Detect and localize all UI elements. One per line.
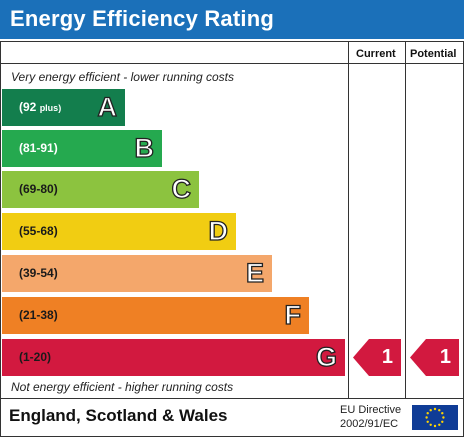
band-d: (55-68) D xyxy=(2,213,236,250)
band-b-letter: B xyxy=(134,132,155,163)
band-g-letter: G xyxy=(315,341,337,372)
potential-rating-value: 1 xyxy=(439,346,451,368)
band-g-range: (1-20) xyxy=(19,350,52,364)
header-bar: Energy Efficiency Rating xyxy=(0,0,464,39)
band-e-range: (39-54) xyxy=(19,266,58,280)
page-title: Energy Efficiency Rating xyxy=(10,6,274,31)
band-a-range: (92 plus) xyxy=(19,100,62,114)
band-c: (69-80) C xyxy=(2,171,199,208)
band-f: (21-38) F xyxy=(2,297,309,334)
band-c-range: (69-80) xyxy=(19,182,58,196)
band-e-letter: E xyxy=(245,257,264,288)
current-rating-value: 1 xyxy=(381,346,393,368)
band-d-letter: D xyxy=(208,215,229,246)
potential-column-header: Potential xyxy=(410,48,457,60)
band-e: (39-54) E xyxy=(2,255,272,292)
band-a-letter: A xyxy=(97,91,118,122)
band-b: (81-91) B xyxy=(2,130,162,167)
top-note: Very energy efficient - lower running co… xyxy=(11,70,234,84)
band-a: (92 plus) A xyxy=(2,89,125,126)
band-c-letter: C xyxy=(171,173,192,204)
current-column-header: Current xyxy=(356,48,396,60)
column-header-divider xyxy=(0,63,464,64)
band-f-range: (21-38) xyxy=(19,308,58,322)
potential-column-divider xyxy=(405,41,406,398)
band-d-range: (55-68) xyxy=(19,224,58,238)
current-column-divider xyxy=(348,41,349,398)
eu-flag-icon xyxy=(412,405,458,430)
footer-divider xyxy=(0,398,464,399)
bottom-note: Not energy efficient - higher running co… xyxy=(11,380,234,394)
directive-line-1: EU Directive xyxy=(340,404,402,416)
directive-line-2: 2002/91/EC xyxy=(340,418,399,430)
band-g: (1-20) G xyxy=(2,339,345,376)
band-b-range: (81-91) xyxy=(19,141,58,155)
band-f-letter: F xyxy=(284,299,302,330)
footer-region-label: England, Scotland & Wales xyxy=(9,406,228,425)
